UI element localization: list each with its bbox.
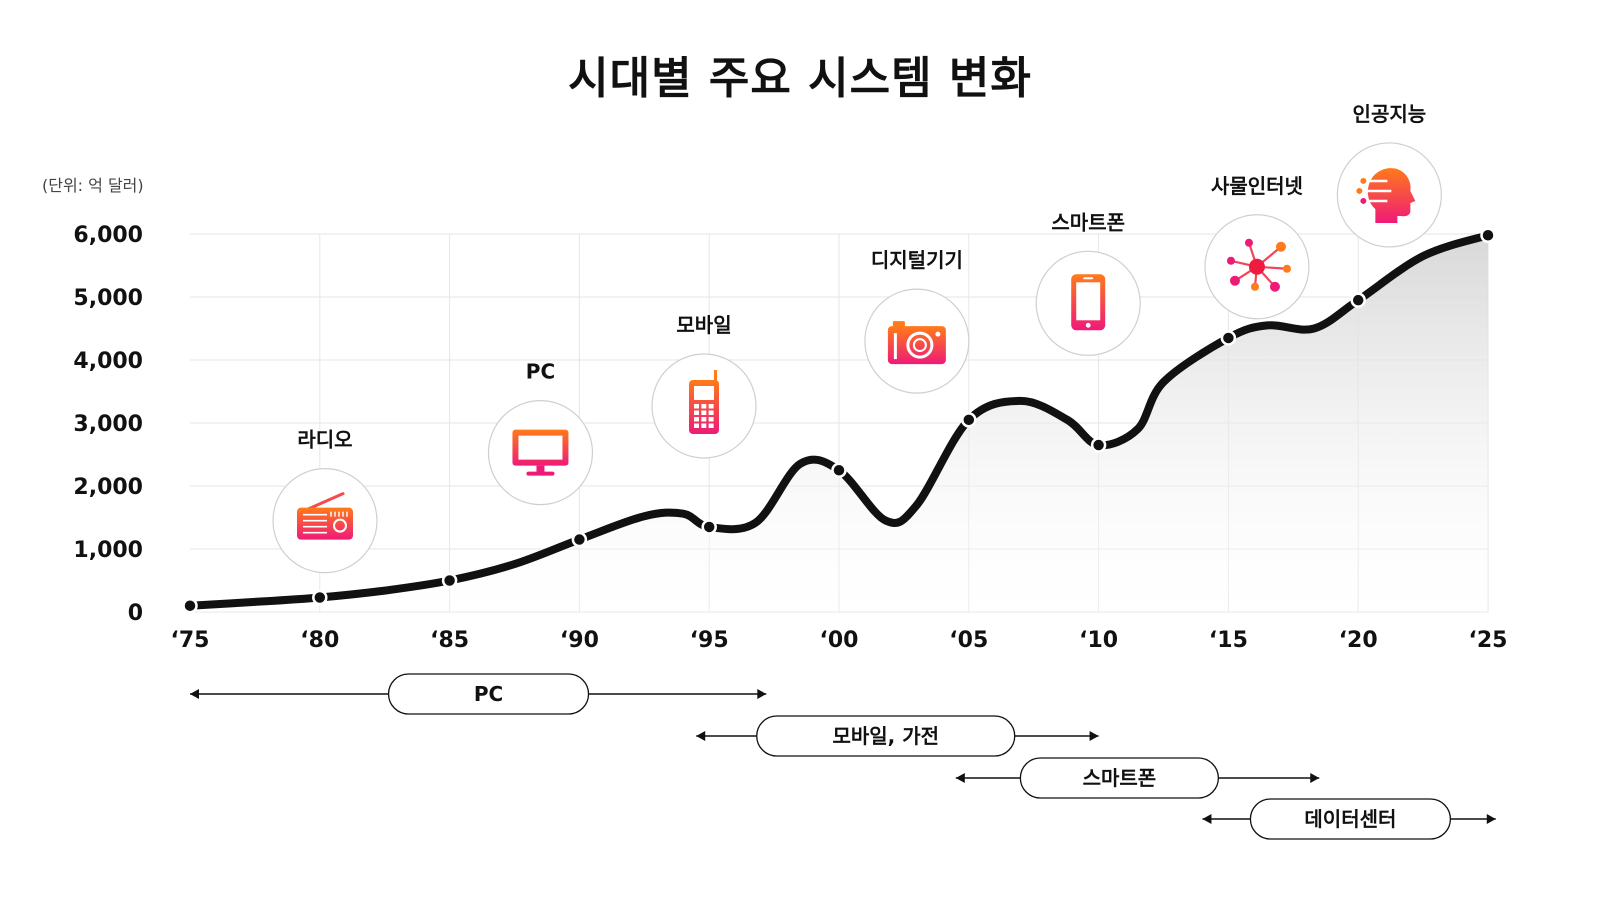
x-tick-label: ‘10 — [1079, 628, 1118, 653]
arrow-right-icon — [757, 689, 767, 699]
arrow-left-icon — [190, 689, 199, 699]
data-point — [961, 412, 977, 428]
callout-label: 모바일 — [676, 313, 731, 337]
era-label: 스마트폰 — [1083, 766, 1157, 790]
era-bar: PC — [190, 673, 767, 715]
arrow-right-icon — [1486, 814, 1496, 824]
arrow-left-icon — [955, 773, 965, 783]
x-tick-label: ‘80 — [300, 628, 339, 653]
callout-label: PC — [526, 360, 555, 384]
x-tick-label: ‘75 — [171, 628, 210, 653]
icon-callouts: 라디오 PC 모바일 디지털기기 스마트폰 사물인터넷 인공지능 — [272, 102, 1442, 574]
x-tick-label: ‘25 — [1469, 628, 1508, 653]
era-pill — [756, 715, 1016, 757]
callout-monitor-icon: PC — [487, 360, 594, 506]
arrow-right-icon — [1089, 731, 1099, 741]
area-shape — [190, 235, 1488, 613]
data-point — [312, 589, 328, 606]
era-bar: 스마트폰 — [955, 757, 1320, 799]
x-tick-label: ‘05 — [949, 628, 988, 653]
data-point — [701, 519, 717, 535]
callout-mobile-phone-icon: 모바일 — [651, 313, 757, 459]
data-point — [182, 597, 198, 614]
x-tick-label: ‘95 — [690, 628, 729, 653]
era-bar: 데이터센터 — [1202, 798, 1496, 840]
era-label: 모바일, 가전 — [832, 724, 939, 748]
data-point — [831, 462, 847, 478]
callout-ai-head-icon: 인공지능 — [1336, 102, 1442, 248]
x-tick-label: ‘85 — [430, 628, 469, 653]
data-point — [1350, 292, 1366, 308]
data-point — [571, 531, 588, 548]
y-tick-label: 5,000 — [73, 286, 143, 311]
y-tick-label: 4,000 — [73, 349, 143, 374]
mobile-phone-icon — [689, 369, 720, 434]
y-tick-label: 3,000 — [73, 412, 143, 437]
y-tick-label: 0 — [128, 601, 143, 626]
arrow-right-icon — [1310, 773, 1320, 783]
x-tick-label: ‘20 — [1339, 628, 1378, 653]
callout-label: 사물인터넷 — [1211, 174, 1303, 198]
area-fill — [190, 235, 1488, 613]
unit-label: (단위: 억 달러) — [42, 176, 144, 195]
callout-camera-icon: 디지털기기 — [864, 248, 970, 394]
era-label: PC — [474, 682, 503, 706]
y-tick-label: 2,000 — [73, 475, 143, 500]
ai-head-icon — [1356, 168, 1416, 223]
callout-label: 라디오 — [297, 428, 352, 452]
x-tick-label: ‘15 — [1209, 628, 1248, 653]
page-title: 시대별 주요 시스템 변화 — [568, 53, 1032, 104]
era-pill — [387, 673, 590, 715]
x-tick-label: ‘00 — [820, 628, 859, 653]
callout-iot-network-icon: 사물인터넷 — [1204, 174, 1310, 320]
data-point — [1220, 330, 1237, 346]
era-pill — [1019, 757, 1220, 799]
arrow-left-icon — [1202, 814, 1212, 824]
camera-icon — [887, 321, 946, 365]
era-pill — [1249, 798, 1452, 840]
smartphone-icon — [1071, 274, 1106, 331]
era-bar: 모바일, 가전 — [696, 715, 1099, 757]
y-tick-label: 1,000 — [73, 538, 143, 563]
monitor-icon — [512, 429, 569, 476]
y-tick-label: 6,000 — [73, 223, 143, 248]
callout-label: 인공지능 — [1353, 102, 1427, 126]
iot-network-icon — [1226, 238, 1291, 292]
callout-label: 디지털기기 — [871, 248, 963, 272]
radio-icon — [296, 492, 353, 540]
x-tick-label: ‘90 — [560, 628, 599, 653]
y-axis: 0 1,000 2,000 3,000 4,000 5,000 6,000 — [73, 223, 143, 626]
data-point — [1090, 437, 1107, 453]
era-label: 데이터센터 — [1304, 807, 1396, 831]
data-point — [441, 572, 458, 589]
data-point — [1480, 227, 1496, 244]
callout-label: 스마트폰 — [1051, 210, 1125, 234]
x-axis: ‘75 ‘80 ‘85 ‘90 ‘95 ‘00 ‘05 ‘10 ‘15 ‘20 ‘25 — [171, 628, 1508, 653]
markers — [182, 227, 1496, 614]
callout-radio-icon: 라디오 — [272, 428, 378, 574]
callout-smartphone-icon: 스마트폰 — [1035, 210, 1141, 356]
arrow-left-icon — [696, 731, 706, 741]
